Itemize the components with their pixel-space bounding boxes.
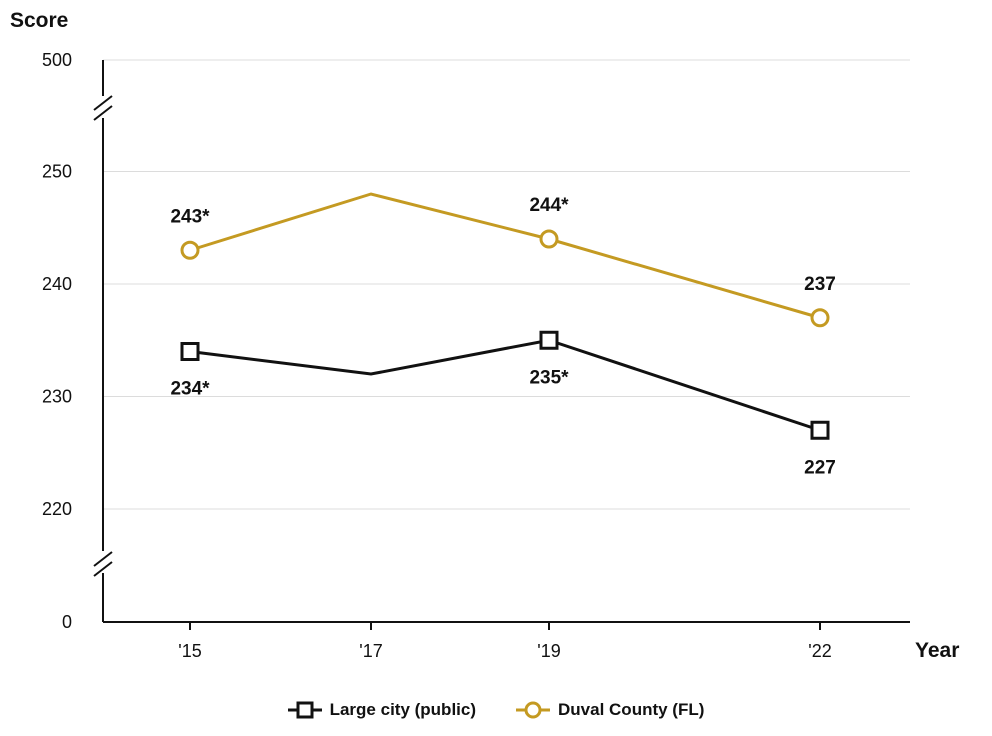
x-axis-title: Year [915, 639, 959, 662]
y-tick-label: 500 [42, 50, 72, 70]
axis-break-lower [93, 551, 113, 577]
data-label: 237 [804, 274, 836, 295]
data-point [539, 330, 559, 350]
data-label: 243* [170, 206, 210, 227]
data-label: 234* [170, 379, 210, 400]
series-large-city: 234* 235* 227 [170, 330, 836, 478]
legend: Large city (public) Duval County (FL) [0, 700, 992, 736]
x-tick-label: '22 [808, 641, 831, 661]
data-point [810, 420, 830, 440]
y-tick-label: 240 [42, 274, 72, 294]
legend-label-duval-county: Duval County (FL) [558, 700, 705, 719]
data-point [180, 342, 200, 361]
y-tick-labels: 0 220 230 240 250 500 [42, 50, 72, 632]
y-tick-label: 220 [42, 499, 72, 519]
legend-label-large-city: Large city (public) [329, 700, 477, 719]
series-line [189, 338, 821, 432]
data-label: 227 [804, 457, 836, 478]
series-line [189, 192, 821, 320]
data-point [180, 240, 200, 260]
x-tick-label: '17 [359, 641, 382, 661]
legend-item-duval-county: Duval County (FL) [516, 700, 704, 720]
y-axis-title: Score [10, 9, 68, 32]
y-tick-label: 0 [62, 612, 72, 632]
data-label: 244* [529, 195, 569, 216]
x-tick-labels: '15 '17 '19 '22 [178, 622, 832, 661]
x-tick-label: '15 [178, 641, 201, 661]
legend-item-large-city: Large city (public) [287, 700, 477, 720]
square-marker-icon [287, 701, 322, 719]
y-tick-label: 230 [42, 387, 72, 407]
axes [93, 60, 910, 623]
data-point [539, 229, 559, 249]
axis-break-upper [93, 95, 113, 121]
circle-marker-icon [516, 701, 551, 719]
line-chart: Score Year 0 220 230 240 250 500 '15 '17 '19 '22… [10, 9, 959, 662]
series-duval-county: 243* 244* 237 [170, 192, 836, 328]
y-tick-label: 250 [42, 162, 72, 182]
x-tick-label: '19 [537, 641, 560, 661]
data-label: 235* [529, 367, 569, 388]
grid-lines [103, 59, 910, 510]
series-group: 234* 235* 227 243* 244* 237 [170, 192, 836, 478]
data-point [810, 308, 830, 328]
